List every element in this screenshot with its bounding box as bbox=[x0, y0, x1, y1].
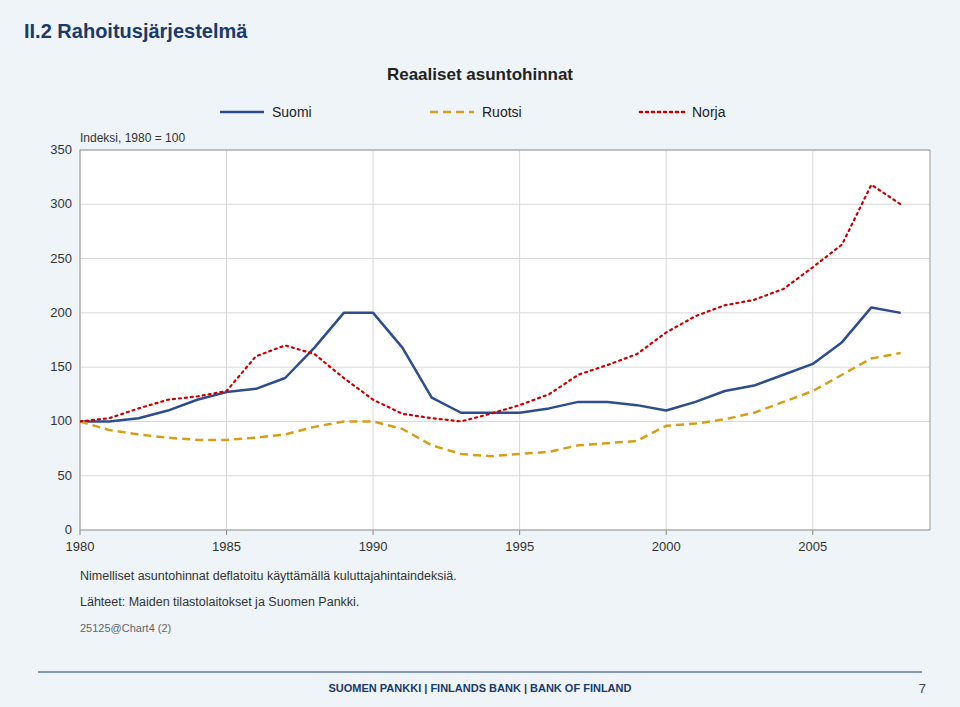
x-tick bbox=[666, 530, 667, 535]
y-grid-line bbox=[80, 258, 930, 259]
x-grid-line bbox=[519, 150, 520, 530]
legend: Suomi Ruotsi Norja bbox=[220, 104, 726, 120]
legend-label: Ruotsi bbox=[482, 104, 522, 120]
x-grid-line bbox=[666, 150, 667, 530]
y-tick-label: 200 bbox=[50, 305, 72, 320]
legend-label: Suomi bbox=[272, 104, 312, 120]
x-tick bbox=[80, 530, 81, 535]
x-tick-label: 2005 bbox=[798, 539, 827, 554]
plot-frame bbox=[80, 150, 930, 530]
title: Reaaliset asuntohinnat bbox=[387, 65, 573, 84]
y-tick-label: 0 bbox=[65, 522, 72, 537]
page-number: 7 bbox=[919, 681, 926, 696]
legend-label: Norja bbox=[692, 104, 726, 120]
y-tick-label: 100 bbox=[50, 413, 72, 428]
footer: SUOMEN PANKKI | FINLANDS BANK | BANK OF … bbox=[329, 682, 632, 694]
footnote: 25125@Chart4 (2) bbox=[80, 622, 171, 634]
y-axis-label: Indeksi, 1980 = 100 bbox=[80, 131, 185, 145]
x-tick bbox=[373, 530, 374, 535]
y-grid-line bbox=[80, 421, 930, 422]
plot-area bbox=[80, 150, 930, 530]
x-tick-label: 1980 bbox=[66, 539, 95, 554]
y-tick-label: 50 bbox=[58, 468, 72, 483]
x-grid-line bbox=[373, 150, 374, 530]
lines bbox=[80, 185, 901, 456]
y-tick-label: 250 bbox=[50, 251, 72, 266]
x-tick-label: 2000 bbox=[652, 539, 681, 554]
footnote: Nimelliset asuntohinnat deflatoitu käytt… bbox=[80, 569, 457, 583]
x-tick-label: 1990 bbox=[359, 539, 388, 554]
y-tick-label: 350 bbox=[50, 142, 72, 157]
x-grid-line bbox=[226, 150, 227, 530]
x-tick-label: 1985 bbox=[212, 539, 241, 554]
x-grid-line bbox=[812, 150, 813, 530]
legend-swatch bbox=[220, 111, 264, 114]
footer-rule bbox=[38, 672, 922, 673]
y-grid-line bbox=[80, 475, 930, 476]
x-tick bbox=[812, 530, 813, 535]
x-tick bbox=[519, 530, 520, 535]
chart: II.2 Rahoitusjärjestelmä Reaaliset asunto… bbox=[0, 0, 960, 707]
background bbox=[0, 0, 960, 707]
y-tick-label: 300 bbox=[50, 196, 72, 211]
y-tick-label: 150 bbox=[50, 359, 72, 374]
x-tick bbox=[226, 530, 227, 535]
series-line bbox=[80, 353, 901, 456]
footnote: Lähteet: Maiden tilastolaitokset ja Suom… bbox=[80, 595, 359, 609]
legend-swatch bbox=[430, 111, 474, 114]
x-tick-label: 1995 bbox=[505, 539, 534, 554]
y-grid-line bbox=[80, 204, 930, 205]
header: II.2 Rahoitusjärjestelmä bbox=[24, 20, 248, 42]
series-line bbox=[80, 185, 901, 422]
legend-swatch bbox=[640, 111, 684, 114]
grid bbox=[80, 150, 930, 530]
y-grid-line bbox=[80, 312, 930, 313]
